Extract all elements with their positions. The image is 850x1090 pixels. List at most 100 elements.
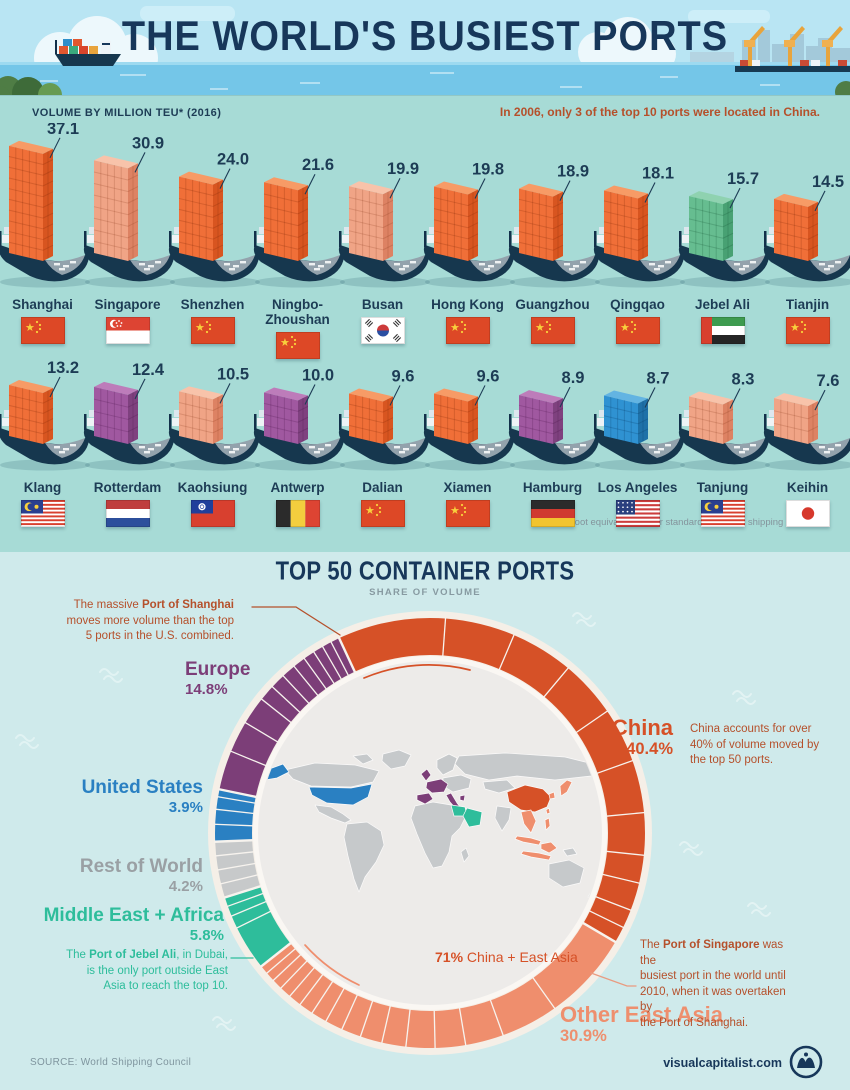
flag-belgium bbox=[275, 500, 320, 528]
ship-illustration: 21.6 bbox=[253, 156, 345, 288]
ship-illustration: 14.5 bbox=[763, 173, 850, 288]
ship-illustration: 8.9 bbox=[508, 369, 600, 471]
flag-united-states bbox=[615, 500, 660, 528]
port-name: Busan bbox=[361, 297, 404, 312]
header-illustration bbox=[0, 0, 850, 95]
flag-china: ★ bbox=[190, 317, 235, 345]
port-name: Guangzhou bbox=[515, 297, 590, 312]
teu-value: 19.8 bbox=[471, 160, 503, 178]
port-name: Tianjin bbox=[785, 297, 830, 312]
flag-china: ★ bbox=[360, 500, 405, 528]
teu-value: 15.7 bbox=[726, 170, 758, 188]
port-xiamen: 9.6 Xiamen ★ bbox=[423, 306, 515, 528]
crane bbox=[784, 26, 805, 66]
port-name: Dalian bbox=[362, 480, 403, 495]
teu-value: 8.9 bbox=[561, 369, 584, 387]
ship-illustration: 18.1 bbox=[593, 164, 685, 288]
teu-value: 18.9 bbox=[556, 163, 588, 181]
port-singapore: 30.9 Singapore bbox=[83, 123, 175, 359]
segment-europe bbox=[219, 638, 355, 797]
svg-text:★: ★ bbox=[535, 322, 545, 334]
port-name: Hamburg bbox=[522, 480, 583, 495]
ship-illustration: 15.7 bbox=[678, 170, 770, 288]
port-kaohsiung: 10.5 Kaohsiung bbox=[168, 306, 260, 528]
flag-netherlands bbox=[105, 500, 150, 528]
header-banner: THE WORLD'S BUSIEST PORTS bbox=[0, 0, 850, 95]
flag-japan bbox=[785, 500, 830, 528]
teu-value: 9.6 bbox=[476, 367, 499, 385]
world-map bbox=[260, 749, 598, 903]
svg-text:★: ★ bbox=[450, 505, 460, 517]
donut-subtitle: SHARE OF VOLUME bbox=[369, 587, 481, 598]
svg-text:★: ★ bbox=[450, 322, 460, 334]
ship-illustration: 37.1 bbox=[0, 123, 90, 288]
page-title: THE WORLD'S BUSIEST PORTS bbox=[121, 13, 729, 61]
port-name: Antwerp bbox=[270, 480, 325, 495]
ship-illustration: 24.0 bbox=[168, 151, 260, 288]
ship-illustration: 30.9 bbox=[83, 134, 175, 288]
port-name: Qingqao bbox=[610, 297, 665, 312]
port-guangzhou: 18.9 Guangzhou ★ bbox=[508, 123, 600, 359]
port-name: Klang bbox=[23, 480, 62, 495]
label-other-east-asia: Other East Asia 30.9% bbox=[560, 1002, 724, 1046]
port-shanghai: 37.1 Shanghai ★ bbox=[0, 123, 90, 359]
teu-value: 8.7 bbox=[646, 370, 669, 388]
label-middle-east-africa: Middle East + Africa 5.8% bbox=[43, 905, 224, 944]
annotation-shanghai: The massive Port of Shanghai moves more v… bbox=[66, 599, 234, 643]
water-dashes bbox=[40, 72, 780, 90]
china-east-asia-callout: 71% China + East Asia bbox=[435, 949, 578, 965]
label-europe: Europe 14.8% bbox=[185, 659, 251, 698]
flag-china: ★ bbox=[275, 332, 320, 360]
annotation-jebel-ali: The Port of Jebel Ali, in Dubai, is the o… bbox=[66, 949, 228, 993]
svg-text:★: ★ bbox=[365, 505, 375, 517]
ship-illustration: 10.5 bbox=[168, 365, 260, 471]
teu-footnote: *20 foot equivalent unit or standard 6.1… bbox=[555, 517, 825, 528]
volume-unit-label: VOLUME BY MILLION TEU* (2016) bbox=[32, 107, 222, 119]
ship-illustration: 7.6 bbox=[763, 372, 850, 471]
ships-section: VOLUME BY MILLION TEU* (2016) In 2006, o… bbox=[0, 95, 850, 553]
segment-united-states bbox=[215, 789, 256, 842]
crane bbox=[822, 26, 843, 66]
port-name: Shanghai bbox=[12, 297, 73, 312]
port-los-angeles: 8.7 Los Angeles bbox=[593, 306, 685, 528]
teu-value: 10.5 bbox=[216, 365, 248, 383]
teu-value: 14.5 bbox=[811, 173, 843, 191]
source-label: SOURCE: World Shipping Council bbox=[30, 1057, 192, 1068]
label-china: China 40.4% bbox=[611, 715, 673, 759]
teu-value: 24.0 bbox=[216, 151, 248, 169]
port-cranes-illustration bbox=[735, 26, 850, 72]
flag-china: ★ bbox=[445, 500, 490, 528]
port-klang: 13.2 Klang bbox=[0, 306, 90, 528]
teu-value: 10.0 bbox=[301, 367, 333, 385]
ship-row-top: 37.1 Shanghai ★ 30.9 Singapore 24.0 Shenz… bbox=[0, 123, 850, 360]
ship-illustration: 19.9 bbox=[338, 160, 430, 288]
port-busan: 19.9 Busan bbox=[338, 123, 430, 359]
ship-illustration: 12.4 bbox=[83, 361, 175, 471]
ship-illustration: 10.0 bbox=[253, 367, 345, 471]
ship-illustration: 13.2 bbox=[0, 359, 90, 471]
donut-title: TOP 50 CONTAINER PORTS bbox=[275, 555, 575, 586]
port-jebel-ali: 15.7 Jebel Ali bbox=[678, 123, 770, 359]
teu-value: 13.2 bbox=[46, 359, 78, 377]
svg-text:★: ★ bbox=[280, 337, 290, 349]
teu-value: 12.4 bbox=[131, 361, 164, 379]
port-name: Xiamen bbox=[443, 480, 492, 495]
svg-text:★: ★ bbox=[620, 322, 630, 334]
annotation-china: China accounts for over 40% of volume mov… bbox=[690, 723, 820, 767]
port-rotterdam: 12.4 Rotterdam bbox=[83, 306, 175, 528]
crane bbox=[744, 26, 765, 66]
teu-value: 9.6 bbox=[391, 367, 414, 385]
ship-illustration: 19.8 bbox=[423, 160, 515, 288]
port-antwerp: 10.0 Antwerp bbox=[253, 306, 345, 528]
teu-value: 21.6 bbox=[301, 156, 333, 174]
segment-middle-east-africa bbox=[224, 886, 291, 967]
port-ningbo-zhoushan: 21.6 Ningbo-Zhoushan ★ bbox=[253, 123, 345, 360]
annotation-singapore: The Port of Singapore was the busiest por… bbox=[640, 939, 786, 1029]
ship-illustration: 8.3 bbox=[678, 370, 770, 471]
flag-malaysia bbox=[20, 500, 65, 528]
flag-china: ★ bbox=[445, 317, 490, 345]
teu-value: 8.3 bbox=[731, 370, 754, 388]
ship-row-bottom: 13.2 Klang 12.4 Rotterdam 10.5 Kaohsiung bbox=[0, 306, 850, 528]
port-hong-kong: 19.8 Hong Kong ★ bbox=[423, 123, 515, 359]
svg-text:★: ★ bbox=[195, 322, 205, 334]
